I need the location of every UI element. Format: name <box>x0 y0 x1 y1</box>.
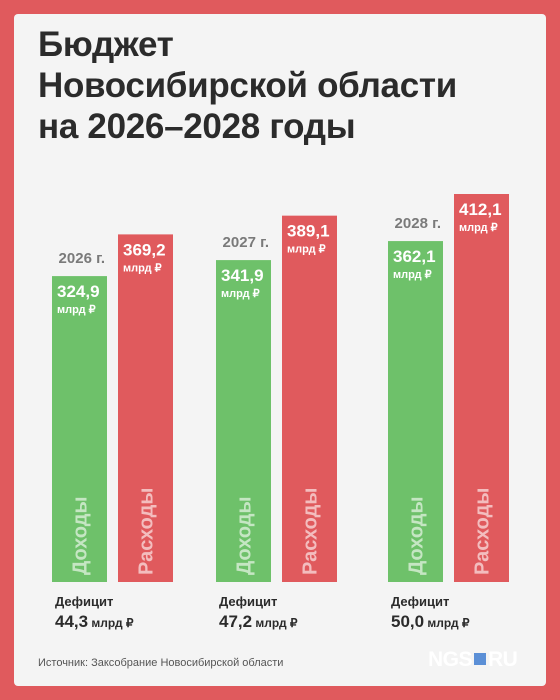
ngs-logo: NGS RU <box>428 648 518 672</box>
data-label-unit: млрд ₽ <box>57 304 96 316</box>
deficit-label: Дефицит <box>55 594 113 609</box>
logo-text-right: RU <box>488 648 518 671</box>
data-label-value: 341,9 <box>221 266 264 285</box>
category-label-year: 2027 г. <box>223 234 269 251</box>
bar-income-2 <box>216 260 271 582</box>
bar-income-1 <box>52 276 107 582</box>
bar-expense-3 <box>454 194 509 582</box>
data-label-unit: млрд ₽ <box>287 244 326 256</box>
data-label-value: 362,1 <box>393 247 436 266</box>
data-label-unit: млрд ₽ <box>221 288 260 300</box>
deficit-label: Дефицит <box>391 594 449 609</box>
data-label-value: 412,1 <box>459 200 502 219</box>
logo-square-icon <box>474 653 487 666</box>
bar-expense-1 <box>118 234 173 582</box>
data-label-unit: млрд ₽ <box>123 262 162 274</box>
category-label-year: 2028 г. <box>395 215 441 232</box>
bar-expense-2 <box>282 215 337 582</box>
data-label-value: 324,9 <box>57 282 100 301</box>
title-line-2: Новосибирской области <box>38 66 457 105</box>
category-label-year: 2026 г. <box>59 250 105 267</box>
data-label-unit: млрд ₽ <box>393 269 432 281</box>
bar-income-3 <box>388 241 443 582</box>
series-label-income: Доходы <box>406 496 428 575</box>
series-label-expense: Расходы <box>136 488 158 575</box>
deficit-value: 47,2 млрд ₽ <box>219 612 298 631</box>
series-label-income: Доходы <box>234 496 256 575</box>
title-line-3: на 2026–2028 годы <box>38 107 356 146</box>
deficit-value: 44,3 млрд ₽ <box>55 612 134 631</box>
page-title: Бюджет Новосибирской области на 2026–202… <box>38 24 457 147</box>
data-label-value: 369,2 <box>123 240 166 259</box>
series-label-expense: Расходы <box>472 488 494 575</box>
data-label-unit: млрд ₽ <box>459 222 498 234</box>
series-label-income: Доходы <box>70 496 92 575</box>
source-note: Источник: Заксобрание Новосибирской обла… <box>38 657 284 669</box>
deficit-label: Дефицит <box>219 594 277 609</box>
title-line-1: Бюджет <box>38 25 174 64</box>
data-label-value: 389,1 <box>287 222 330 241</box>
deficit-value: 50,0 млрд ₽ <box>391 612 470 631</box>
series-label-expense: Расходы <box>300 488 322 575</box>
logo-text-left: NGS <box>428 648 473 671</box>
